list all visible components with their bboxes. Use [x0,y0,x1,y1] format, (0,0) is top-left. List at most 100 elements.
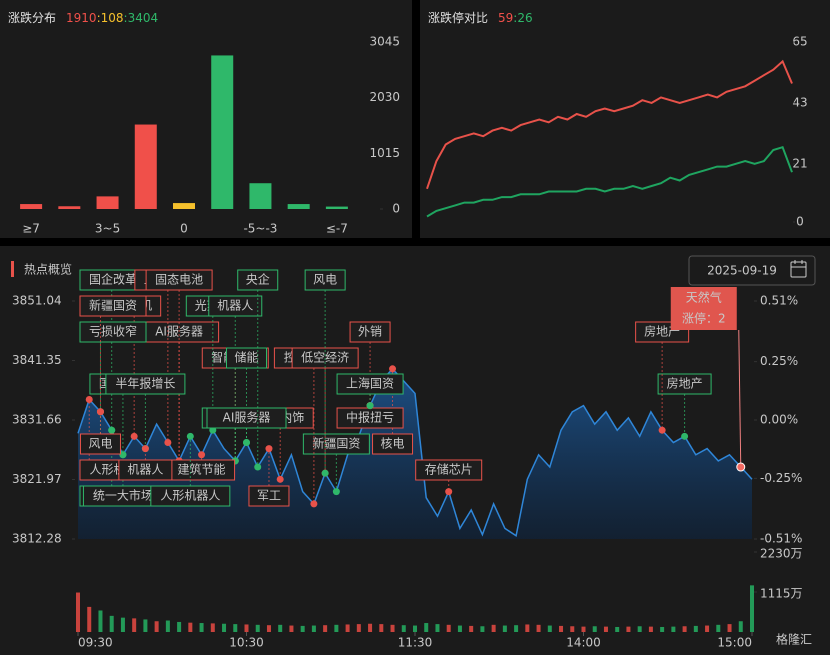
tag-label: 亏损收窄 [89,324,137,339]
volume-bar [311,625,316,632]
point [254,463,262,471]
tag-label: 外销 [358,325,382,339]
panel-title: 涨跌停对比 59:26 [428,10,533,25]
point [321,469,329,477]
point [445,488,453,496]
volume-bar [413,625,417,632]
volume-bar [289,625,294,632]
volume-bar [637,626,642,632]
volume-bar [154,621,159,632]
point [108,426,116,434]
tag-label: 固态电池 [155,273,203,287]
volume-bar [525,624,530,632]
volume-bar [469,625,474,632]
y-tick-label: 1015 [369,146,400,160]
bar [96,196,119,209]
y-tick-label: 3812.28 [12,532,62,546]
volume-bar [502,625,507,632]
bar [325,206,348,209]
volume-bar [356,624,361,632]
volume-bar [109,615,114,632]
tag-box [336,373,404,395]
volume-bar [716,624,721,632]
point [243,438,250,446]
bar [287,204,310,209]
point [198,451,206,459]
point [119,451,127,459]
point [389,365,397,373]
date: 2025-09-19 [707,264,777,278]
tag-label: 储能 [234,350,258,365]
tag-label: 国企改革 [89,272,137,287]
volume-bar [401,625,406,632]
volume-bar [660,626,665,632]
tag-box [372,433,414,455]
volume-bar [693,625,698,632]
volume-bar [132,618,137,632]
panel [0,0,412,238]
summary-count: 26 [517,11,532,25]
tag-box [349,321,391,343]
y2-tick-label: 0.25% [760,354,798,368]
x-tick-label: 15:00 [717,636,752,650]
tag-label: 房地产 [667,376,703,391]
summary-count: 3404 [128,11,159,25]
volume-bar [368,623,373,632]
volume-bar [266,625,271,632]
volume-bar [435,624,440,632]
volume-bar [514,625,519,632]
tag-box [237,269,279,291]
calendar-icon [790,260,807,278]
y-tick-label: 3851.04 [12,294,62,308]
volume-bar [424,623,429,632]
tag-label: 央企 [246,272,270,287]
volume-bar [536,624,541,632]
x-tick-label: ≤-7 [326,222,348,236]
tag-box [208,295,263,317]
tag-label: 风电 [88,437,112,451]
volume-bar [603,626,608,632]
date-picker[interactable] [688,255,816,286]
tag-label: 人形机器人 [160,489,220,503]
volume-bar [570,626,575,632]
y2-tick-label: -0.51% [760,532,802,546]
bar [249,183,272,209]
separator: : [97,11,101,25]
tag-box [657,373,712,395]
volume-bar [390,624,395,632]
point [658,426,666,434]
point [130,432,138,440]
bar [20,204,43,209]
volume-bar [76,592,80,632]
title: 涨跌停对比 [428,10,488,25]
volume-bar [255,624,260,632]
volume-bar [165,620,170,632]
tag-label: 机器人 [127,463,163,477]
point [366,402,374,410]
tag-box [226,347,267,369]
point [164,438,172,446]
volume-tick-label: 1115万 [760,587,803,601]
volume-bar [244,624,249,632]
volume-bar [87,606,92,632]
point [85,395,93,403]
x-tick-label: 0 [180,222,188,236]
volume-bar [233,624,238,632]
volume-bar [727,624,732,632]
volume-bar [547,625,552,632]
tag-box [248,485,290,507]
volume-bar [143,619,148,632]
tag-box [79,295,147,317]
tag-label: AI服务器 [223,410,271,425]
summary-count: 59 [498,11,513,25]
panel-title: 热点概览 [24,262,72,277]
volume-bar [379,624,384,632]
y-tick-label: 43 [792,95,807,109]
bar [58,206,81,209]
volume-bar [199,623,204,632]
y2-tick-label: -0.25% [760,471,802,485]
point [736,462,746,472]
bar [134,124,157,209]
tag-label: 新疆国资 [89,298,137,313]
